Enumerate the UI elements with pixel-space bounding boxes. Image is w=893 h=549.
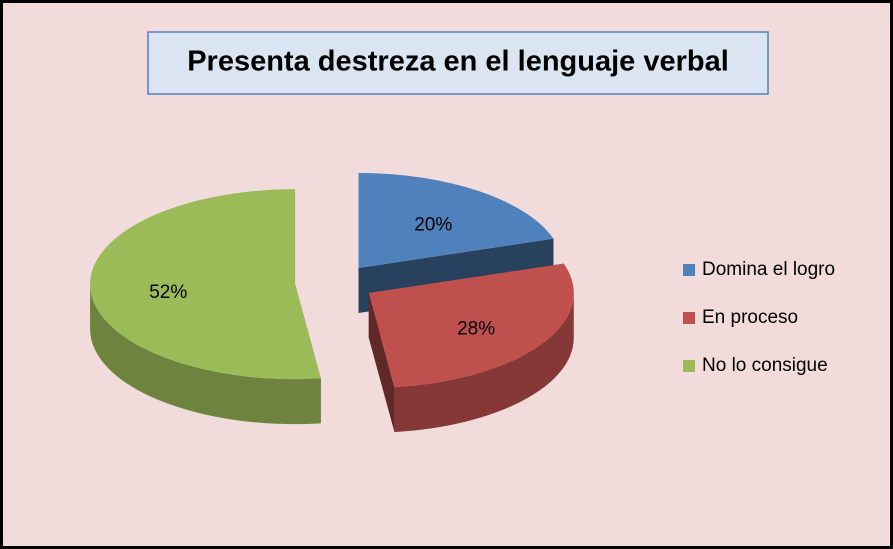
pie-slice [358, 173, 554, 269]
data-label: 28% [457, 319, 495, 340]
slice-wall [90, 284, 321, 425]
slice-wall [394, 292, 574, 433]
pie-slice [90, 189, 321, 380]
chart-title: Presenta destreza en el lenguaje verbal [187, 46, 729, 78]
slice-side [368, 292, 395, 433]
legend-swatch [683, 264, 695, 276]
data-label: 52% [149, 282, 187, 303]
legend-label: No lo consigue [702, 355, 828, 376]
legend-label: Domina el logro [702, 259, 835, 280]
legend-swatch [683, 312, 695, 324]
data-label: 20% [414, 214, 452, 235]
legend-label: En proceso [702, 307, 798, 328]
pie-slice [368, 263, 574, 388]
title-box [147, 31, 769, 95]
legend-swatch [683, 360, 695, 372]
